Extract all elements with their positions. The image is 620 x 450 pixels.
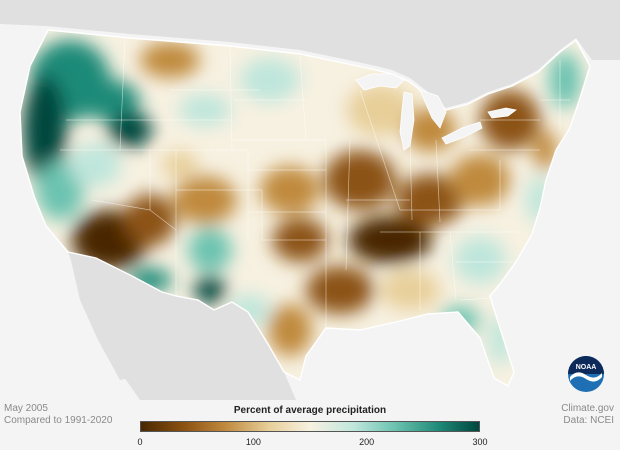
precip-blob-wet_extreme (194, 276, 226, 304)
precip-blob-dry_strong (306, 266, 374, 314)
precip-blob-dry_extreme (348, 216, 432, 264)
precip-blob-dry_strong (324, 150, 396, 210)
lake-superior (355, 73, 405, 91)
baseline-period: Compared to 1991-2020 (4, 415, 113, 426)
mexico-land (68, 252, 296, 400)
precip-blob-dry_light (162, 151, 198, 179)
precip-blob-wet_strong (80, 80, 140, 120)
precip-blob-wet_light (488, 314, 512, 366)
lake-michigan (399, 91, 415, 151)
precipitation-map (0, 0, 620, 400)
precip-blob-wet (440, 306, 480, 334)
noaa-logo-icon: NOAA (568, 356, 604, 392)
canada-land (0, 0, 620, 108)
map-date: May 2005 (4, 403, 48, 414)
lake-huron (419, 89, 447, 129)
lake-ontario (487, 107, 517, 119)
precip-blob-wet (188, 228, 232, 272)
baja-peninsula (70, 256, 130, 380)
precip-blob-wet_light (526, 176, 554, 224)
precip-blob-dry (533, 130, 557, 170)
precip-blob-wet_extreme (23, 75, 67, 185)
logo-text: NOAA (576, 364, 597, 371)
footer-left: May 2005 Compared to 1991-2020 (4, 403, 112, 427)
precip-blob-wet_extreme (108, 112, 152, 148)
precip-blob-normal (294, 90, 346, 130)
legend-title: Percent of average precipitation (233, 405, 387, 416)
state-borders (60, 37, 570, 330)
precip-blob-dry (140, 42, 200, 78)
source-site: Climate.gov (561, 403, 614, 414)
legend-tick-200: 200 (359, 437, 375, 447)
precip-blob-dry (450, 154, 510, 206)
precip-blob-dry_strong (124, 194, 176, 246)
precip-blobs (23, 40, 581, 366)
precip-blob-dry (260, 166, 320, 214)
precip-blob-dry (173, 176, 237, 224)
legend-tick-0: 0 (137, 437, 143, 447)
legend-color-bar (140, 421, 480, 432)
precip-blob-dry_strong (396, 174, 464, 226)
precip-blob-wet_light (454, 236, 506, 284)
precip-blob-dry_light (346, 84, 414, 136)
precip-blob-dry_light (380, 270, 440, 310)
precip-blob-wet_light (179, 94, 231, 126)
noaa-logo: NOAA (567, 355, 605, 398)
precip-blob-wet_light (69, 143, 121, 187)
precip-blob-wet (549, 52, 581, 108)
source-data: Data: NCEI (563, 415, 614, 426)
footer-right: Climate.gov Data: NCEI (561, 403, 614, 427)
precip-blob-wet_light (240, 58, 300, 102)
map-svg (0, 0, 620, 400)
lake-erie (441, 121, 483, 145)
great-lakes (355, 73, 517, 151)
legend-tick-300: 300 (472, 437, 488, 447)
legend-tick-100: 100 (245, 437, 261, 447)
precip-blob-dry (268, 304, 312, 356)
